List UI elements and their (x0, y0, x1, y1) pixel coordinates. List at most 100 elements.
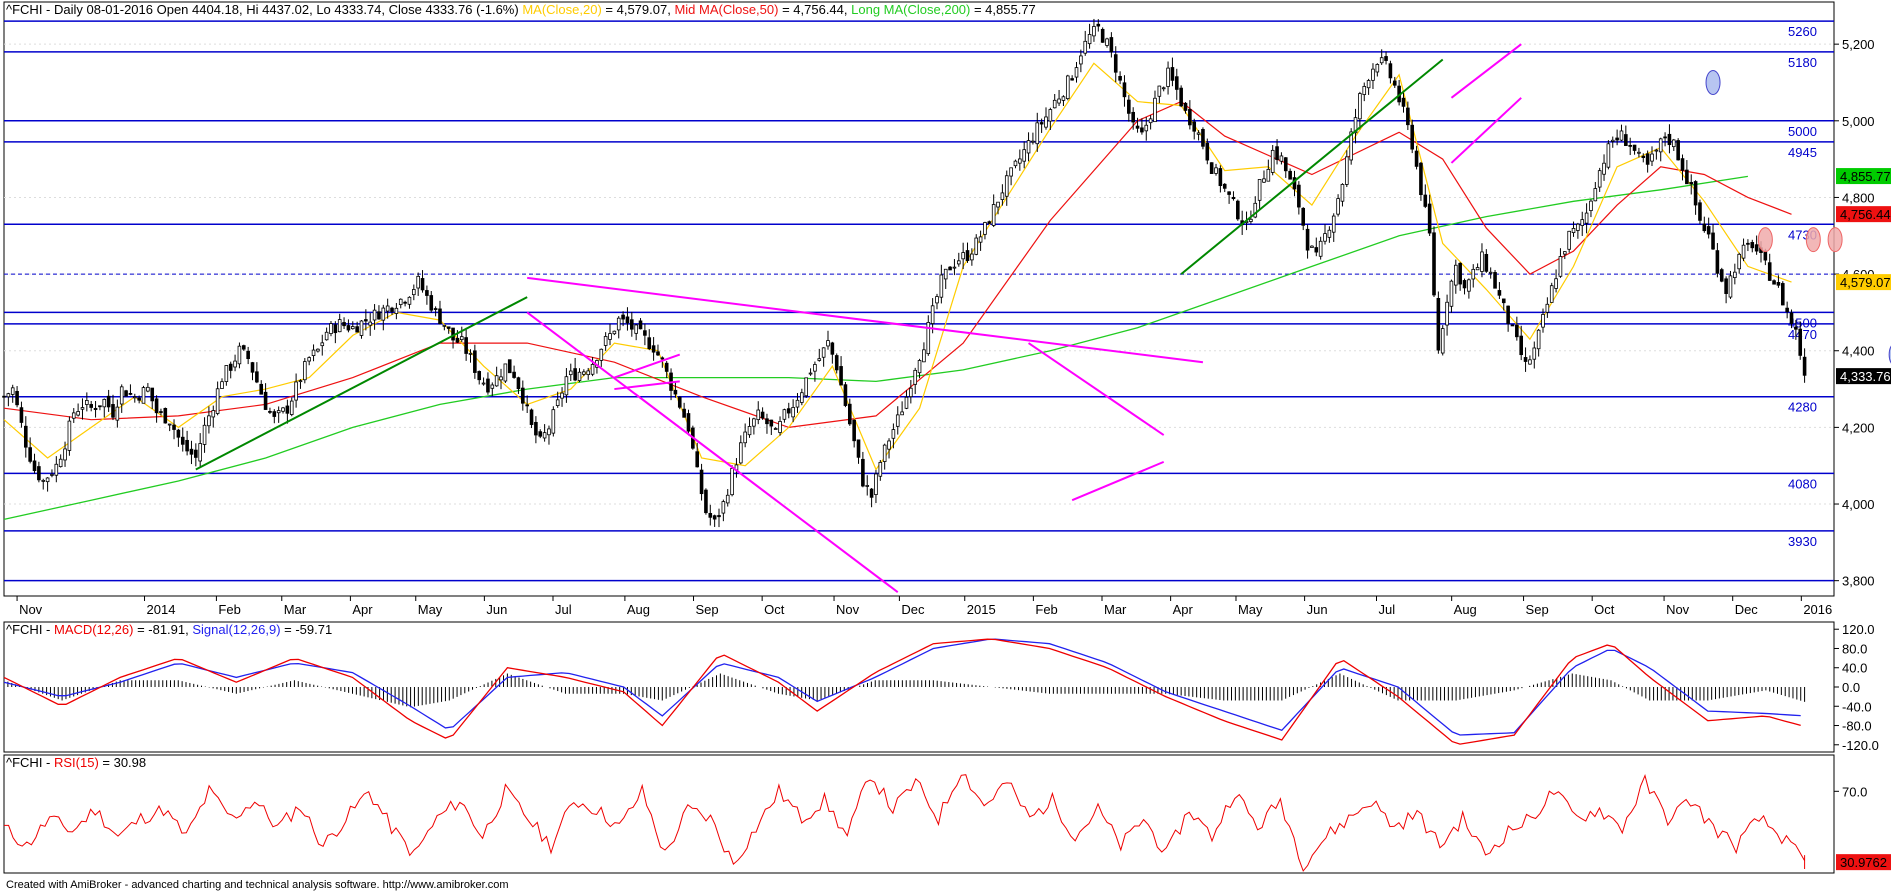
candle-body (1323, 233, 1327, 242)
date-axis-label: Jun (1307, 602, 1328, 617)
candle-body (1318, 240, 1323, 257)
candle-body (869, 488, 874, 498)
price-bars (2, 18, 1807, 528)
candle-body (1044, 116, 1048, 128)
candle-body (1536, 329, 1541, 350)
candle-body (407, 296, 412, 305)
candle-body (1475, 267, 1480, 271)
candle-body (948, 266, 952, 271)
price-panel[interactable]: 5260518050004945473045004470428040803930… (2, 1, 1891, 617)
candle-body (289, 400, 294, 415)
trendline (195, 296, 528, 471)
candle-body (490, 384, 495, 389)
rsi-panel[interactable]: 70.0 30.9762 ^FCHI - RSI(15) = 30.98 (3, 754, 1891, 874)
price-value-badge (1836, 168, 1891, 185)
candle-body (320, 342, 325, 347)
candle-body (1201, 129, 1205, 147)
sr-level-label: 5000 (1788, 124, 1817, 139)
candle-body (1711, 232, 1715, 250)
candle-body (163, 408, 168, 424)
candle-body (259, 383, 264, 395)
candle-body (590, 364, 595, 375)
candle-body (1602, 162, 1606, 175)
candle-body (337, 319, 342, 333)
candle-body (1467, 279, 1471, 292)
candle-body (433, 308, 438, 310)
candle-body (333, 324, 338, 334)
candle-body (1379, 57, 1384, 64)
candle-body (917, 360, 922, 374)
macd-axis-label: 80.0 (1842, 641, 1867, 656)
candle-body (106, 395, 111, 408)
candle-body (1253, 202, 1258, 218)
candle-body (1349, 131, 1353, 161)
candle-body (41, 479, 46, 482)
candle-body (324, 331, 329, 341)
candle-body (1480, 251, 1484, 272)
candle-body (1375, 64, 1380, 73)
candle-body (1157, 85, 1162, 97)
candle-body (677, 396, 682, 408)
date-axis-label: Mar (1104, 602, 1127, 617)
candle-body (1610, 139, 1615, 142)
candle-body (1593, 188, 1598, 202)
candle-body (1580, 219, 1585, 226)
price-axis-label: 5,000 (1842, 114, 1875, 129)
candle-body (124, 390, 128, 397)
candle-body (834, 355, 839, 371)
candle-body (564, 376, 569, 396)
candle-body (494, 375, 499, 387)
candle-body (459, 336, 464, 341)
candle-body (1065, 75, 1070, 99)
candle-body (473, 350, 477, 373)
candle-body (970, 253, 974, 261)
candle-body (250, 362, 255, 373)
candle-body (721, 501, 726, 514)
candle-body (1013, 160, 1018, 167)
candle-body (1532, 347, 1537, 360)
candle-body (1715, 250, 1720, 274)
candle-body (1802, 356, 1807, 376)
candle-body (1571, 228, 1576, 234)
candle-body (1471, 268, 1476, 280)
candle-body (586, 370, 591, 376)
macd-lines (3, 638, 1801, 745)
candle-body (1257, 179, 1262, 201)
candle-body (1523, 357, 1528, 362)
candle-body (1462, 280, 1467, 289)
candle-body (167, 423, 172, 426)
macd-panel[interactable]: 120.0 80.0 40.0 0.0 -40.0 -80.0 -120.0 ^FCHI -… (3, 621, 1879, 753)
candle-body (215, 388, 220, 414)
candle-body (137, 397, 141, 401)
candle-body (1358, 93, 1362, 120)
candle-body (1209, 162, 1214, 174)
candle-body (795, 399, 800, 408)
candle-body (1406, 107, 1410, 126)
candle-body (1615, 137, 1619, 141)
candle-body (582, 371, 586, 375)
candle-body (1310, 245, 1314, 248)
candle-body (1702, 223, 1707, 232)
candle-body (773, 428, 778, 430)
candle-body (555, 399, 560, 406)
candle-body (198, 443, 202, 462)
candle-body (1554, 278, 1558, 289)
candle-body (786, 408, 791, 414)
candle-body (272, 411, 277, 417)
candle-body (185, 439, 189, 452)
candle-body (782, 409, 787, 420)
candle-body (1048, 109, 1053, 122)
candle-body (534, 421, 538, 436)
candle-body (311, 349, 316, 356)
date-axis-label: Oct (1594, 602, 1615, 617)
candle-body (1018, 158, 1022, 164)
candle-body (643, 330, 647, 336)
candle-body (342, 322, 346, 327)
candle-body (1746, 242, 1750, 245)
candle-body (974, 237, 979, 255)
candle-body (45, 477, 50, 483)
rsi-axis-label: 70.0 (1842, 784, 1867, 799)
candle-body (542, 432, 547, 439)
rsi-value-badge (1836, 854, 1891, 871)
